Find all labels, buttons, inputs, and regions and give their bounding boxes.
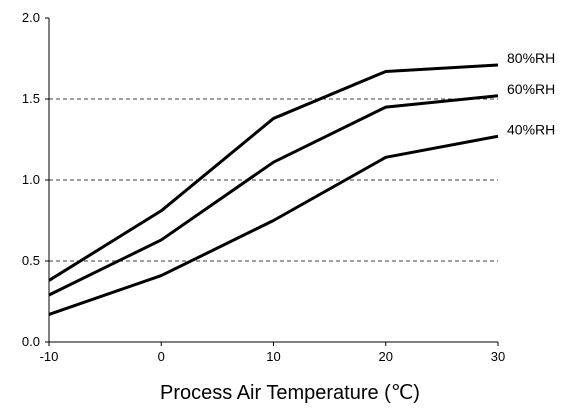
y-tick-label: 2.0	[22, 10, 40, 25]
x-tick-label: -10	[40, 349, 59, 364]
series-label: 40%RH	[507, 121, 555, 137]
y-tick-labels: 0.0 0.5 1.0 1.5 2.0	[22, 10, 40, 349]
y-tick-label: 0.5	[22, 253, 40, 268]
series-label: 60%RH	[507, 81, 555, 97]
series-line-80pctrh	[48, 63, 499, 282]
x-tick-label: 0	[158, 349, 165, 364]
x-axis-title: Process Air Temperature (℃)	[160, 382, 420, 404]
grid-lines	[49, 98, 498, 262]
x-tick-label: 20	[379, 349, 393, 364]
series-label: 80%RH	[507, 50, 555, 66]
x-tick-label: 30	[491, 349, 505, 364]
series-lines	[48, 63, 499, 316]
series-labels: 80%RH 60%RH 40%RH	[507, 50, 555, 137]
x-tick-labels: -10 0 10 20 30	[40, 349, 506, 364]
series-line-40pctrh	[48, 134, 499, 316]
y-tick-label: 1.5	[22, 91, 40, 106]
series-line-60pctrh	[48, 94, 499, 297]
x-tick-label: 10	[266, 349, 280, 364]
axes	[45, 17, 499, 346]
y-tick-label: 0.0	[22, 334, 40, 349]
y-tick-label: 1.0	[22, 172, 40, 187]
